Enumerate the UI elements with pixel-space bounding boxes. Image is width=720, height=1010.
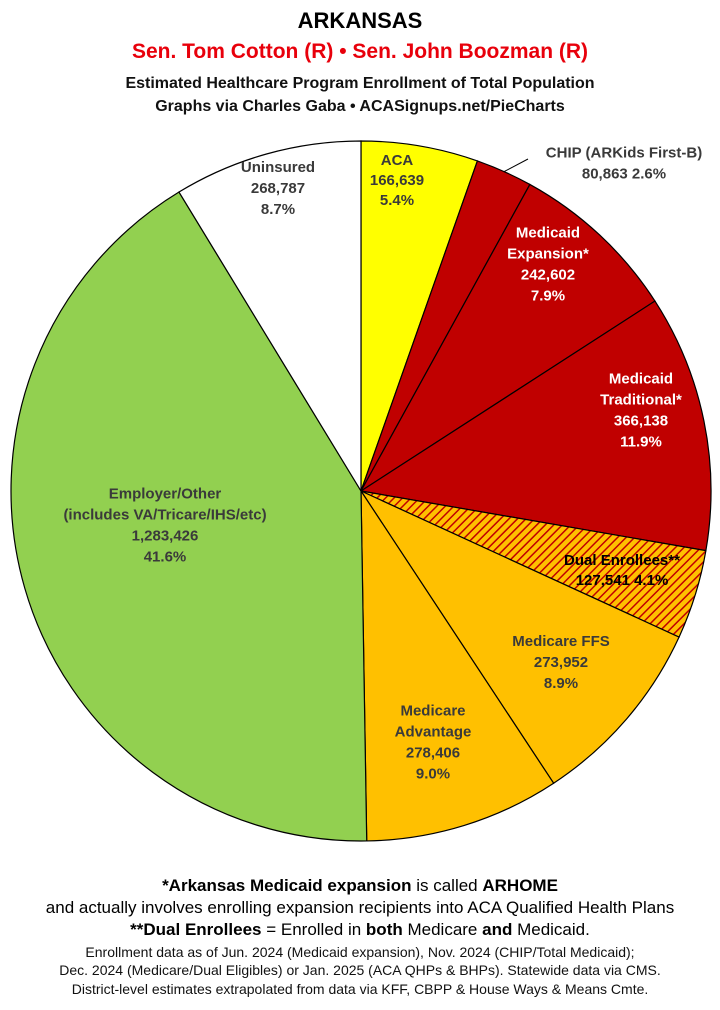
pie-chart: ACA 166,639 5.4% CHIP (ARKids First-B) 80,86… <box>10 140 712 842</box>
slice-label-line: 242,602 <box>521 267 575 284</box>
slice-label-line: Employer/Other <box>109 486 222 503</box>
pie-slice-medicare-advantage <box>360 488 555 842</box>
slice-label-1: CHIP (ARKids First-B) 80,863 2.6% <box>546 145 702 183</box>
slice-label-line: (includes VA/Tricare/IHS/etc) <box>63 507 266 524</box>
slice-label-8: Uninsured 268,787 8.7% <box>241 159 315 218</box>
slice-label-line: Traditional* <box>600 392 682 409</box>
slice-label-line: Advantage <box>395 724 472 741</box>
slice-label-line: 41.6% <box>144 549 187 566</box>
slice-label-line: 278,406 <box>406 745 460 762</box>
chart-credit: Graphs via Charles Gaba • ACASignups.net… <box>155 98 565 115</box>
pie-slice-medicaid-expansion <box>360 183 656 492</box>
slice-label-line: 80,863 2.6% <box>582 166 666 183</box>
slice-label-line: 166,639 <box>370 172 424 189</box>
slice-label-line: Dual Enrollees** <box>564 552 680 569</box>
footnote-sources: District-level estimates extrapolated fr… <box>71 981 649 997</box>
footnote-qhp: and actually involves enrolling expansio… <box>45 898 675 917</box>
slice-label-line: 8.9% <box>544 675 578 692</box>
slice-label-line: Medicaid <box>609 371 673 388</box>
slice-label-line: 366,138 <box>614 413 668 430</box>
slice-label-line: 8.7% <box>261 201 295 218</box>
pie-slice-uninsured <box>178 140 362 494</box>
slice-label-7: Employer/Other (includes VA/Tricare/IHS/e… <box>63 486 266 566</box>
slice-label-5: Medicare FFS 273,952 8.9% <box>512 633 610 692</box>
slice-label-line: 273,952 <box>534 654 588 671</box>
footnote-dates-2: Dec. 2024 (Medicare/Dual Eligibles) or J… <box>59 962 661 978</box>
footnote-dates-1: Enrollment data as of Jun. 2024 (Medicai… <box>85 944 635 960</box>
chart-subtitle: Estimated Healthcare Program Enrollment … <box>125 75 595 92</box>
slice-label-3: Medicaid Traditional* 366,138 11.9% <box>600 371 682 451</box>
pie-slice-employer-other-includes-va-tricare-ihs-etc <box>10 191 368 842</box>
page-title: ARKANSAS <box>297 8 423 33</box>
footnote-arhome: *Arkansas Medicaid expansion is called A… <box>162 876 558 895</box>
pie-slice-medicare-ffs <box>359 489 680 785</box>
slice-label-line: 127,541 4.1% <box>576 572 669 589</box>
leader-line <box>503 158 529 173</box>
slice-label-4: Dual Enrollees** 127,541 4.1% <box>564 552 680 589</box>
slice-label-line: 1,283,426 <box>132 528 199 545</box>
slice-label-line: Medicare FFS <box>512 633 610 650</box>
slice-label-line: 9.0% <box>416 766 450 783</box>
slice-label-line: ACA <box>381 152 414 169</box>
slice-label-line: CHIP (ARKids First-B) <box>546 145 702 162</box>
slice-label-line: Expansion* <box>507 246 589 263</box>
pie-slice-medicaid-traditional <box>359 300 712 552</box>
slice-label-line: 268,787 <box>251 180 305 197</box>
slice-label-line: Medicaid <box>516 225 580 242</box>
slice-label-line: 11.9% <box>620 434 662 451</box>
slice-label-line: Uninsured <box>241 159 315 176</box>
slice-label-2: Medicaid Expansion* 242,602 7.9% <box>507 225 589 305</box>
slice-label-0: ACA 166,639 5.4% <box>370 152 424 209</box>
footnote-dual: **Dual Enrollees = Enrolled in both Medi… <box>130 920 590 939</box>
slice-label-line: 7.9% <box>531 288 565 305</box>
slice-label-line: Medicare <box>400 703 465 720</box>
senators-line: Sen. Tom Cotton (R) • Sen. John Boozman … <box>131 40 589 63</box>
slice-label-line: 5.4% <box>380 192 414 209</box>
slice-label-6: Medicare Advantage 278,406 9.0% <box>395 703 472 783</box>
